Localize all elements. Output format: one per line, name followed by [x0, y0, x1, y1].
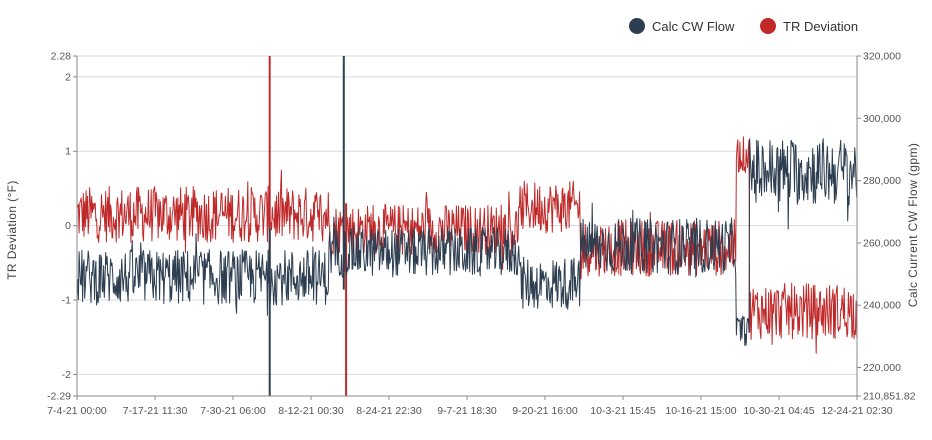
- x-tick-label-9: 10-30-21 04:45: [743, 405, 814, 417]
- axes: -2.29 -2 -1 0 1 2 2.28 210,851.82 220,000 240,000…: [47, 51, 916, 418]
- x-tick-label-10: 12-24-21 02:30: [821, 405, 892, 417]
- y-right-tick-label-2: 240,000: [863, 300, 901, 312]
- x-tick-label-6: 9-20-21 16:00: [512, 405, 578, 417]
- y-axis-right-label: Calc Current CW Flow (gpm): [906, 143, 920, 307]
- series-line-calc-cw-flow: [76, 138, 858, 347]
- y-axis-left-label: TR Deviation (°F): [5, 180, 19, 280]
- x-tick-label-3: 8-12-21 00:30: [278, 405, 344, 417]
- y-left-tick-label-5: 2: [65, 71, 71, 83]
- y-left-tick-label-3: 0: [65, 220, 71, 232]
- legend-swatch-calc-cw-flow: [629, 18, 645, 34]
- y-left-tick-label-6: 2.28: [51, 51, 72, 63]
- x-tick-label-5: 9-7-21 18:30: [437, 405, 497, 417]
- legend[interactable]: Calc CW Flow TR Deviation: [629, 18, 858, 34]
- x-tick-label-4: 8-24-21 22:30: [356, 405, 422, 417]
- y-left-tick-label-4: 1: [65, 146, 71, 158]
- x-tick-label-2: 7-30-21 06:00: [200, 405, 266, 417]
- y-right-tick-label-5: 300,000: [863, 113, 901, 125]
- y-left-tick-label-2: -1: [62, 295, 71, 307]
- y-right-tick-label-0: 210,851.82: [863, 391, 916, 403]
- x-tick-label-7: 10-3-21 15:45: [590, 405, 656, 417]
- y-right-tick-label-1: 220,000: [863, 362, 901, 374]
- y-right-tick-label-3: 260,000: [863, 237, 901, 249]
- series-layer: [76, 56, 858, 396]
- legend-swatch-tr-deviation: [760, 18, 776, 34]
- legend-label-tr-deviation: TR Deviation: [783, 19, 858, 34]
- legend-label-calc-cw-flow: Calc CW Flow: [652, 19, 735, 34]
- y-left-tick-label-1: -2: [62, 369, 71, 381]
- y-right-tick-label-6: 320,000: [863, 51, 901, 63]
- y-right-tick-label-4: 280,000: [863, 175, 901, 187]
- x-tick-label-1: 7-17-21 11:30: [123, 405, 188, 417]
- x-tick-label-8: 10-16-21 15:00: [665, 405, 736, 417]
- x-tick-label-0: 7-4-21 00:00: [47, 405, 107, 417]
- y-left-tick-label-0: -2.29: [47, 391, 71, 403]
